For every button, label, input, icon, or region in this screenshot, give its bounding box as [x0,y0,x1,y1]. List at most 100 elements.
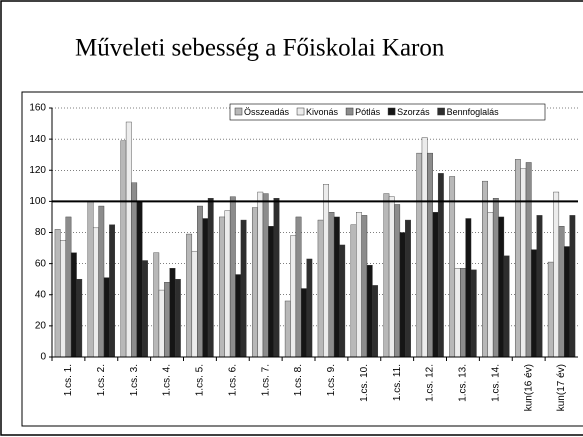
bar [317,219,324,358]
bar [93,227,99,358]
bar [103,277,110,358]
bar [70,252,77,358]
legend-box [229,103,546,121]
bar [202,218,209,358]
bar [372,285,379,358]
bar [531,249,537,358]
legend-label: Szorzás [397,107,430,117]
y-tick-label: 60 [35,258,47,269]
bar [564,246,570,358]
x-tick-label: 1.cs. 5. [195,364,206,396]
bar [240,219,247,358]
bar [514,159,521,358]
y-tick-label: 80 [35,227,47,238]
bar [306,258,313,358]
bar [547,261,554,358]
x-tick-label: kun(17 év) [556,364,567,411]
bar [323,184,329,358]
bar [257,191,264,358]
bar [262,193,269,358]
bar [553,191,560,358]
bar [98,205,105,358]
bar [290,235,297,358]
bar [158,289,165,358]
bar [361,215,368,358]
bar [65,216,72,358]
bar [174,278,181,358]
bar [558,226,565,358]
bar [235,274,242,358]
bar [87,201,94,358]
x-tick-label: 1.cs. 4. [162,364,173,396]
bar [136,201,143,358]
bar [273,198,280,358]
bar [421,137,428,358]
bar [465,218,472,358]
bar [492,198,499,358]
bar [454,268,461,358]
bar [229,196,236,358]
bar [295,216,302,358]
legend-label: Bennfoglalás [447,107,500,117]
bar [383,193,390,358]
x-tick-label: 1.cs. 12. [425,364,436,402]
x-tick-label: 1.cs. 6. [227,364,238,396]
bar [520,168,527,358]
bar [470,269,477,358]
bar [120,140,127,358]
bar [405,219,411,358]
bar [301,288,307,358]
y-tick-label: 120 [29,165,46,176]
bar [109,224,116,358]
bar [416,152,423,358]
x-tick-label: 1.cs. 10. [359,364,370,402]
bar [482,180,488,358]
bar [333,216,340,358]
bar [219,216,225,358]
bar [427,152,433,358]
bar [125,121,132,358]
plot-frame [21,91,583,427]
x-tick-label: 1.cs. 9. [326,364,337,396]
legend-swatch [437,107,445,116]
bar [394,204,401,358]
bar [339,244,346,358]
bar [569,215,576,358]
bar [536,215,543,358]
bar [432,212,439,358]
bar [60,240,66,358]
bar [498,216,505,358]
bar [54,229,61,358]
bar [224,210,231,358]
y-tick-label: 100 [29,196,46,207]
bar [350,224,357,358]
bar [356,212,362,358]
x-tick-label: 1.cs. 3. [129,364,140,396]
bar [153,252,160,358]
bar [191,250,198,358]
x-tick-label: 1.cs. 14. [490,364,501,402]
bar [76,278,83,358]
bar [487,212,494,358]
bar [503,255,510,358]
legend-swatch [234,107,243,116]
bar [142,260,148,358]
bar [186,233,193,358]
x-tick-label: 1.cs. 13. [458,364,469,402]
y-tick-label: 0 [40,352,46,363]
bar [164,282,170,358]
legend-swatch [387,107,396,116]
legend-label: Kivonás [306,107,339,117]
legend-swatch [296,107,305,116]
y-tick-label: 40 [35,289,47,300]
bar [251,207,258,358]
bar [366,264,373,358]
x-tick-label: kun(16 év) [523,364,534,411]
chart-title: Műveleti sebesség a Főiskolai Karon [75,35,445,62]
bar [525,162,532,358]
bar [197,205,203,358]
legend-label: Összeadás [244,107,290,117]
x-tick-label: 1.cs. 1. [63,364,74,396]
x-tick-label: 1.cs. 8. [293,364,304,396]
